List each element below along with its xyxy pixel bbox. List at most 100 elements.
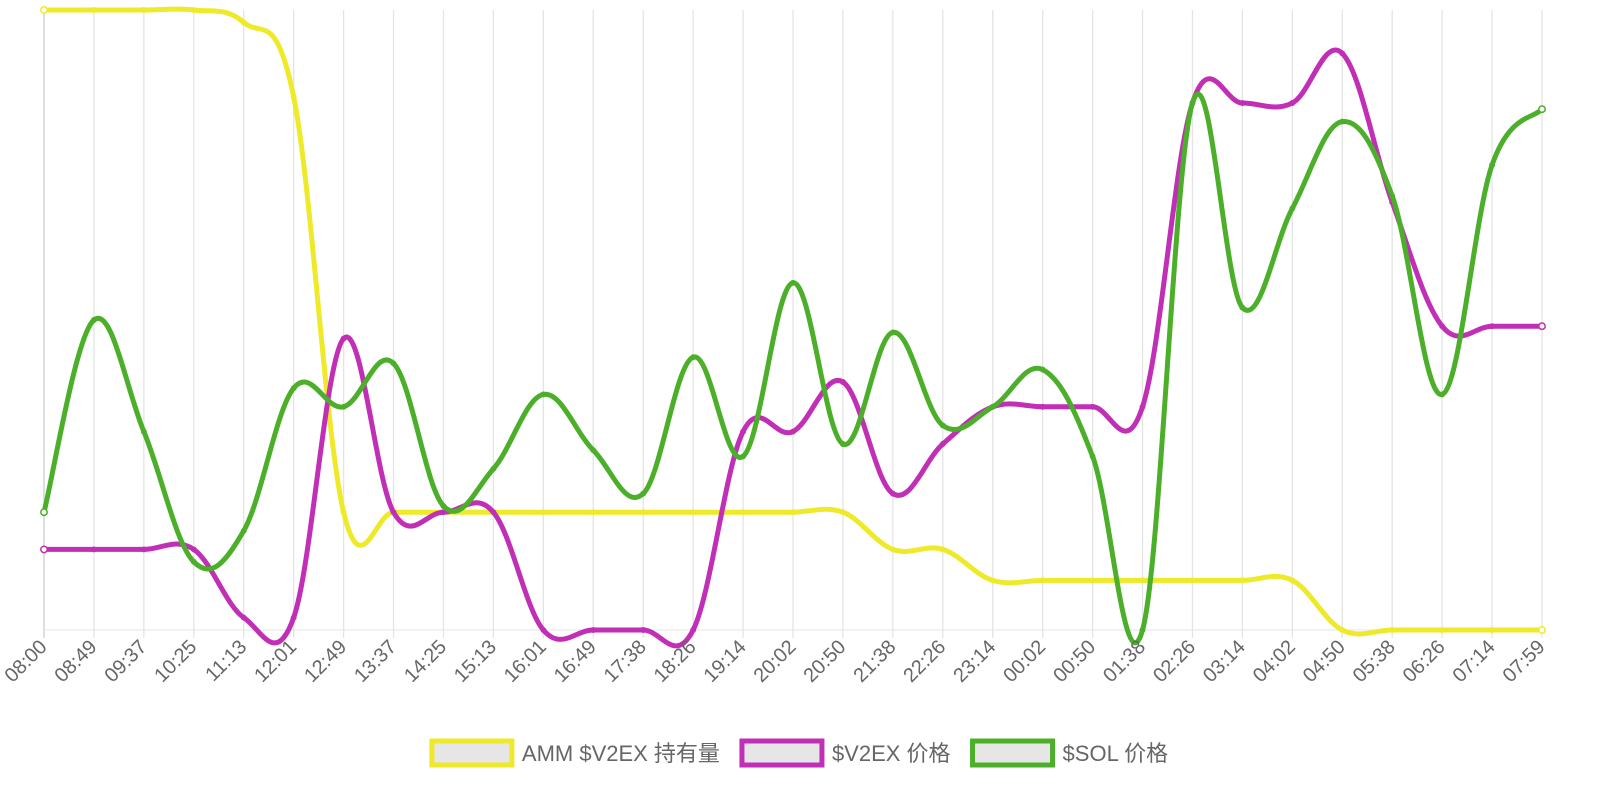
data-point[interactable]	[640, 509, 647, 516]
data-point[interactable]	[1289, 205, 1296, 212]
data-point[interactable]	[1189, 577, 1196, 584]
data-point[interactable]	[240, 614, 247, 621]
data-point[interactable]	[1389, 627, 1396, 633]
data-point[interactable]	[140, 546, 147, 553]
data-point[interactable]	[90, 7, 97, 13]
data-point[interactable]	[340, 509, 347, 516]
data-point[interactable]	[690, 509, 697, 516]
data-point[interactable]	[590, 509, 597, 516]
data-point[interactable]	[1439, 391, 1446, 398]
data-point[interactable]	[740, 509, 747, 516]
x-tick-label: 19:14	[700, 636, 751, 687]
x-tick-label: 21:38	[849, 636, 900, 687]
data-point[interactable]	[490, 509, 497, 516]
data-point[interactable]	[1039, 577, 1046, 584]
data-point[interactable]	[889, 490, 896, 497]
data-point[interactable]	[889, 329, 896, 336]
data-point[interactable]	[1189, 100, 1196, 106]
data-point[interactable]	[290, 614, 297, 621]
data-point[interactable]	[540, 509, 547, 516]
data-point[interactable]	[939, 422, 946, 429]
data-point[interactable]	[1439, 323, 1446, 330]
data-point[interactable]	[540, 627, 547, 633]
legend-item-2[interactable]: $V2EX 价格	[739, 738, 951, 768]
data-point[interactable]	[1538, 105, 1546, 114]
data-point[interactable]	[1538, 322, 1546, 331]
data-point[interactable]	[590, 627, 597, 633]
data-point[interactable]	[140, 7, 147, 13]
data-point[interactable]	[1289, 577, 1296, 584]
data-point[interactable]	[1039, 366, 1046, 373]
data-point[interactable]	[40, 6, 48, 14]
data-point[interactable]	[1139, 627, 1146, 633]
data-point[interactable]	[839, 509, 846, 516]
data-point[interactable]	[1039, 403, 1046, 410]
data-point[interactable]	[690, 627, 697, 633]
data-point[interactable]	[340, 335, 347, 342]
data-point[interactable]	[1489, 627, 1496, 633]
data-point[interactable]	[40, 508, 48, 517]
data-point[interactable]	[240, 527, 247, 534]
series-layer	[40, 6, 1546, 649]
data-point[interactable]	[1239, 304, 1246, 311]
data-point[interactable]	[590, 447, 597, 454]
legend-item-1[interactable]: AMM $V2EX 持有量	[429, 738, 720, 768]
data-point[interactable]	[1089, 577, 1096, 584]
legend[interactable]: AMM $V2EX 持有量 $V2EX 价格 $SOL 价格	[429, 738, 1169, 768]
data-point[interactable]	[190, 546, 197, 553]
data-point[interactable]	[790, 509, 796, 516]
data-point[interactable]	[540, 391, 547, 398]
data-point[interactable]	[640, 490, 647, 497]
data-point[interactable]	[790, 428, 796, 435]
x-tick-label: 08:49	[51, 636, 102, 687]
data-point[interactable]	[1489, 162, 1496, 168]
data-point[interactable]	[740, 453, 747, 460]
data-point[interactable]	[989, 577, 996, 584]
data-point[interactable]	[1339, 627, 1346, 633]
data-point[interactable]	[490, 465, 497, 472]
data-point[interactable]	[939, 441, 946, 447]
legend-label: AMM $V2EX 持有量	[522, 741, 720, 766]
data-point[interactable]	[690, 354, 697, 361]
data-point[interactable]	[390, 360, 397, 367]
data-point[interactable]	[1239, 577, 1246, 584]
data-point[interactable]	[190, 7, 197, 13]
x-tick-label: 03:14	[1199, 636, 1250, 687]
data-point[interactable]	[640, 627, 647, 633]
data-point[interactable]	[240, 19, 247, 26]
data-point[interactable]	[839, 441, 846, 447]
data-point[interactable]	[390, 509, 397, 516]
data-point[interactable]	[440, 503, 447, 509]
data-point[interactable]	[1538, 626, 1546, 634]
data-point[interactable]	[1389, 193, 1396, 199]
data-point[interactable]	[140, 428, 147, 435]
data-point[interactable]	[1439, 627, 1446, 633]
data-point[interactable]	[290, 385, 297, 392]
data-point[interactable]	[939, 546, 946, 553]
data-point[interactable]	[440, 509, 447, 516]
data-point[interactable]	[1089, 453, 1096, 460]
data-point[interactable]	[1289, 100, 1296, 106]
data-point[interactable]	[839, 379, 846, 385]
data-point[interactable]	[989, 403, 996, 410]
x-tick-label: 10:25	[150, 636, 201, 687]
data-point[interactable]	[1489, 323, 1496, 330]
data-point[interactable]	[1339, 50, 1346, 57]
data-point[interactable]	[340, 403, 347, 410]
data-point[interactable]	[40, 545, 48, 554]
data-point[interactable]	[1089, 403, 1096, 410]
data-point[interactable]	[90, 546, 97, 553]
data-point[interactable]	[290, 93, 297, 100]
data-point[interactable]	[740, 428, 747, 435]
data-point[interactable]	[1239, 100, 1246, 106]
data-point[interactable]	[1339, 118, 1346, 125]
legend-item-3[interactable]: $SOL 价格	[970, 738, 1169, 768]
data-point[interactable]	[1139, 403, 1146, 410]
data-point[interactable]	[190, 558, 197, 565]
data-point[interactable]	[90, 317, 97, 323]
data-point[interactable]	[889, 546, 896, 553]
data-point[interactable]	[1139, 577, 1146, 584]
x-tick-label: 17:38	[600, 636, 651, 687]
data-point[interactable]	[790, 279, 796, 286]
